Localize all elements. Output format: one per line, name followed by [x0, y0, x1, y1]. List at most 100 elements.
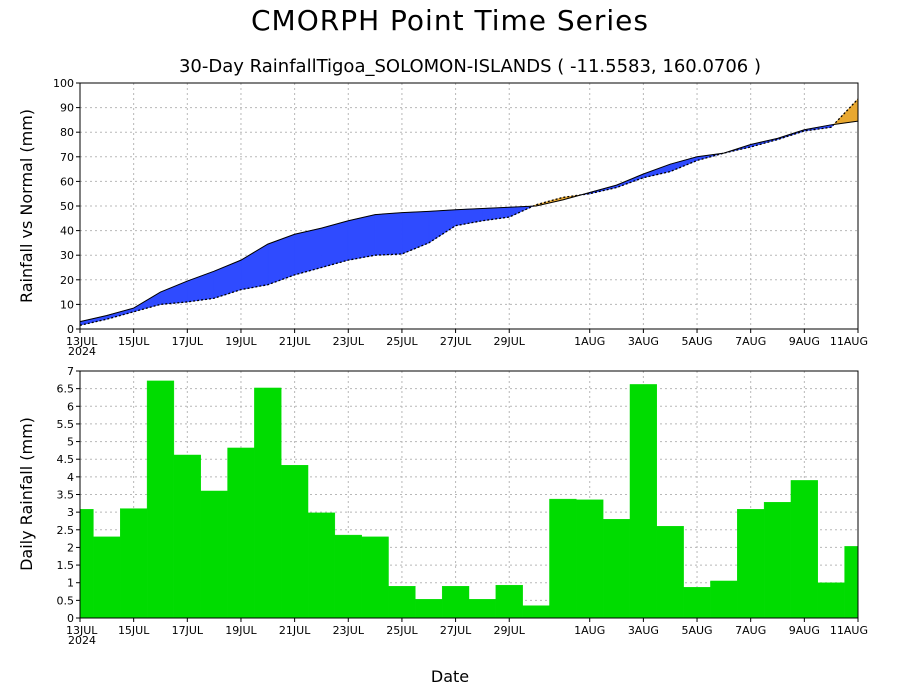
daily-rainfall-bar	[844, 546, 859, 619]
main-title: CMORPH Point Time Series	[251, 4, 649, 37]
daily-rainfall-bar	[790, 480, 818, 619]
daily-rainfall-bar	[200, 490, 228, 619]
bottom-y-axis-label: Daily Rainfall (mm)	[17, 417, 36, 571]
deficit-area	[643, 163, 671, 179]
daily-rainfall-bar	[710, 580, 738, 619]
deficit-area	[374, 212, 403, 256]
top-xtick-label: 21JUL	[279, 335, 311, 348]
deficit-area	[321, 220, 349, 268]
top-y-tick-labels: 0 10 20 30 40 50 60 70 80 90 100	[53, 77, 80, 336]
daily-rainfall-bar	[683, 587, 711, 619]
top-year-label: 2024	[68, 345, 96, 358]
bottom-year-label: 2024	[68, 634, 96, 647]
daily-rainfall-bar	[334, 534, 362, 619]
top-xtick-label: 27JUL	[440, 335, 472, 348]
normal-line	[79, 120, 859, 323]
top-ytick-label: 20	[60, 274, 74, 287]
top-ytick-label: 90	[60, 102, 74, 115]
bottom-x-tick-labels: 13JUL 15JUL 17JUL 19JUL 21JUL 23JUL 25JUL 27JUL…	[66, 618, 868, 637]
bottom-xtick-label: 7AUG	[735, 624, 766, 637]
bottom-ytick-label: 5.5	[57, 418, 75, 431]
bottom-xtick-label: 15JUL	[118, 624, 150, 637]
top-ytick-label: 100	[53, 77, 74, 90]
subtitle: 30-Day RainfallTigoa_SOLOMON-ISLANDS ( -…	[179, 56, 761, 77]
daily-rainfall-bar	[307, 512, 336, 619]
bottom-ytick-label: 7	[67, 365, 74, 378]
daily-rainfall-bar	[602, 519, 631, 619]
top-y-axis-label: Rainfall vs Normal (mm)	[17, 109, 36, 303]
surplus-area	[833, 98, 859, 125]
daily-rainfall-bar	[415, 599, 443, 619]
top-xtick-label: 29JUL	[494, 335, 526, 348]
bottom-xtick-label: 17JUL	[172, 624, 204, 637]
bottom-xtick-label: 3AUG	[628, 624, 659, 637]
top-xtick-label: 15JUL	[118, 335, 150, 348]
daily-rainfall-bar	[576, 499, 604, 619]
deficit-area	[106, 307, 134, 320]
daily-rainfall-bar	[388, 586, 416, 619]
top-series-lines	[79, 98, 859, 326]
bottom-ytick-label: 1.5	[57, 559, 75, 572]
bottom-xtick-label: 27JUL	[440, 624, 472, 637]
bottom-ytick-label: 6	[67, 400, 74, 413]
bottom-xtick-label: 13JUL	[66, 624, 98, 637]
top-area-fills	[79, 98, 859, 326]
bottom-xtick-label: 11AUG	[830, 624, 868, 637]
top-ytick-label: 70	[60, 151, 74, 164]
deficit-area	[669, 156, 698, 173]
daily-rainfall-bar	[495, 584, 523, 619]
bottom-xtick-label: 25JUL	[386, 624, 418, 637]
top-ytick-label: 60	[60, 175, 74, 188]
top-xtick-label: 9AUG	[789, 335, 820, 348]
top-xtick-label: 25JUL	[386, 335, 418, 348]
daily-rainfall-bar	[468, 599, 497, 619]
daily-rainfall-bar	[254, 387, 282, 619]
bottom-ytick-label: 2.5	[57, 524, 75, 537]
daily-rainfall-bar	[227, 447, 255, 619]
daily-rainfall-bar	[656, 526, 684, 619]
top-xtick-label: 23JUL	[333, 335, 365, 348]
daily-rainfall-bar	[549, 498, 577, 619]
top-xtick-label: 7AUG	[735, 335, 766, 348]
bottom-ytick-label: 3	[67, 506, 74, 519]
daily-rainfall-bar	[629, 384, 657, 619]
top-xtick-label: 11AUG	[830, 335, 868, 348]
deficit-area	[294, 227, 322, 276]
top-xtick-label: 3AUG	[628, 335, 659, 348]
bottom-ytick-label: 4.5	[57, 453, 75, 466]
daily-rainfall-panel: 0 0.5 1 1.5 2 2.5 3 3.5 4 4.5 5 5.5 6 6.5 7 13JUL 15JUL…	[17, 365, 868, 647]
top-xtick-label: 13JUL	[66, 335, 98, 348]
top-ytick-label: 40	[60, 225, 74, 238]
bottom-ytick-label: 0.5	[57, 594, 75, 607]
bottom-xtick-label: 21JUL	[279, 624, 311, 637]
bottom-ytick-label: 5	[67, 436, 74, 449]
daily-rainfall-bar	[817, 582, 845, 619]
top-ytick-label: 50	[60, 200, 74, 213]
daily-rainfall-bar	[173, 454, 201, 619]
deficit-area	[160, 280, 188, 305]
daily-rainfall-bar	[441, 586, 470, 619]
deficit-area	[401, 211, 430, 255]
deficit-area	[347, 214, 376, 261]
top-ytick-label: 0	[67, 323, 74, 336]
bottom-ytick-label: 6.5	[57, 383, 75, 396]
bottom-ytick-label: 2	[67, 541, 74, 554]
bottom-y-tick-labels: 0 0.5 1 1.5 2 2.5 3 3.5 4 4.5 5 5.5 6 6.5 7	[57, 365, 80, 625]
deficit-area	[428, 209, 456, 244]
bottom-bars	[79, 380, 859, 619]
top-xtick-label: 1AUG	[574, 335, 605, 348]
bottom-xtick-label: 29JUL	[494, 624, 526, 637]
bottom-xtick-label: 1AUG	[574, 624, 605, 637]
daily-rainfall-bar	[737, 509, 765, 619]
deficit-area	[240, 243, 269, 291]
daily-rainfall-bar	[120, 508, 148, 619]
top-xtick-label: 17JUL	[172, 335, 204, 348]
daily-rainfall-bar	[93, 536, 121, 619]
daily-rainfall-bar	[146, 380, 175, 619]
daily-rainfall-bar	[522, 605, 550, 619]
daily-rainfall-bar	[361, 536, 389, 619]
top-xtick-label: 5AUG	[681, 335, 712, 348]
daily-rainfall-bar	[763, 502, 792, 619]
top-ytick-label: 30	[60, 249, 74, 262]
